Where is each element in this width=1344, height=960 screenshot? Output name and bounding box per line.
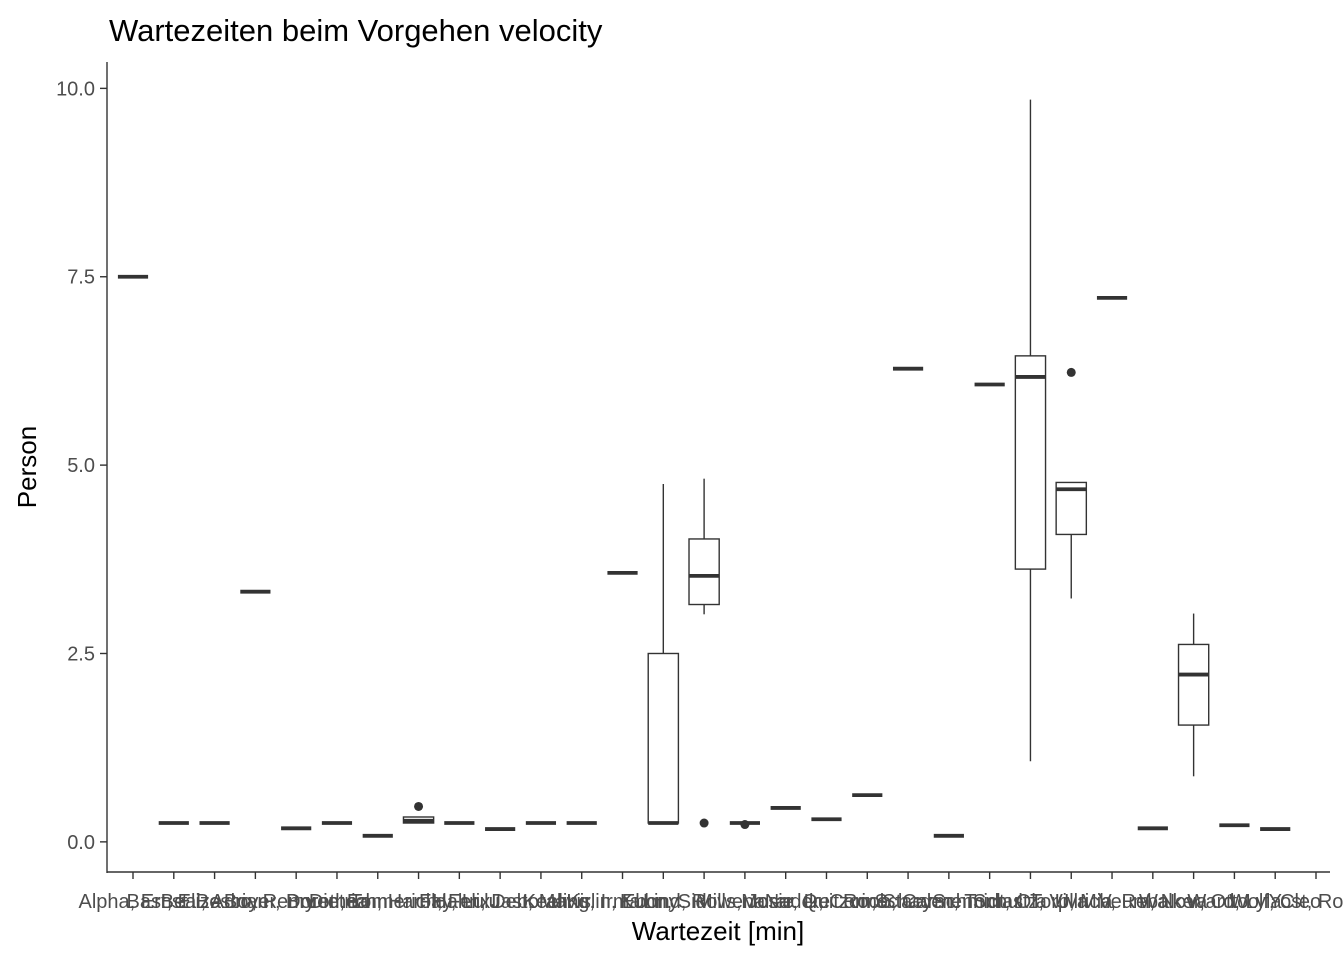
- y-axis-title: Person: [12, 426, 42, 508]
- x-tick-label: Quitzon, Stacy: [802, 891, 932, 913]
- box: [729, 820, 760, 830]
- x-tick-label: Kuhn, Sid: [620, 891, 707, 913]
- iqr-box: [1177, 643, 1210, 726]
- outlier-point: [1066, 367, 1076, 377]
- x-tick-label: Veum, Nova: [1098, 891, 1208, 913]
- box: [688, 478, 720, 828]
- box: [1177, 613, 1210, 777]
- box: [647, 483, 680, 825]
- x-tick-label: Jast, Mavis: [491, 891, 591, 913]
- y-tick-label: 10.0: [56, 78, 95, 100]
- x-tick-label: Ullrich, Reba: [1055, 891, 1170, 913]
- x-tick-label: Ward, Lyla: [1187, 891, 1282, 913]
- iqr-box: [647, 652, 680, 824]
- box: [402, 801, 435, 824]
- y-tick-label: 0.0: [67, 832, 95, 854]
- box: [1014, 99, 1047, 762]
- x-tick-label: Fay, Lulu: [419, 891, 500, 913]
- y-axis: 0.0 2.5 5.0 7.5 10.0: [56, 62, 108, 873]
- x-axis-title: Wartezeit [min]: [632, 916, 804, 946]
- x-tick-label: Emmerich, Felix: [347, 891, 490, 913]
- x-tick-label: Yost, Ross: [1269, 891, 1344, 913]
- x-tick-label: Beal, Adrian: [161, 891, 269, 913]
- x-tick-label: Lind, Rowena: [643, 891, 766, 913]
- outlier-point: [699, 818, 709, 828]
- x-tick-label: Schultz, Viva: [973, 891, 1089, 913]
- x-tick-label: Bruen, Tom: [286, 891, 388, 913]
- x-tick-label: Dietrich, Harold: [309, 891, 447, 913]
- x-tick-label: Schaden, Tomas: [875, 891, 1024, 913]
- box-series: [117, 99, 1291, 838]
- iqr-box: [1014, 355, 1047, 570]
- x-tick-label: Mills, Josie: [696, 891, 794, 913]
- x-tick-label: Hahn, Deborah: [432, 891, 568, 913]
- y-tick-label: 2.5: [67, 643, 95, 665]
- chart-title: Wartezeiten beim Vorgehen velocity: [109, 13, 603, 48]
- x-tick-label: Bast, Eliza: [127, 891, 222, 913]
- x-tick-label: Nader, Corine: [765, 891, 888, 913]
- iqr-box: [688, 538, 720, 606]
- y-tick-label: 7.5: [67, 267, 95, 289]
- x-tick-label: Kirlin, Ebony: [566, 891, 678, 913]
- x-tick-label: Keeling, Irma: [523, 891, 642, 913]
- x-tick-label: Morar, Ike: [741, 891, 830, 913]
- x-tick-label: Torp, Mia: [1030, 891, 1113, 913]
- outlier-point: [414, 801, 424, 811]
- outlier-point: [740, 820, 750, 830]
- box: [1055, 367, 1088, 599]
- x-tick-label: Bosco, Remy: [196, 891, 315, 913]
- x-tick-label: Schmidt, Ola: [932, 891, 1047, 913]
- x-tick-label: Boyer, Dorothea: [224, 891, 369, 913]
- y-tick-label: 5.0: [67, 455, 95, 477]
- x-tick-label: Wolf, Cleo: [1229, 891, 1321, 913]
- x-tick-label: Alpha, Ernst: [79, 891, 188, 913]
- x-tick-label: Roob, Carmen: [843, 891, 973, 913]
- x-tick-label: Walker, Otto: [1139, 891, 1248, 913]
